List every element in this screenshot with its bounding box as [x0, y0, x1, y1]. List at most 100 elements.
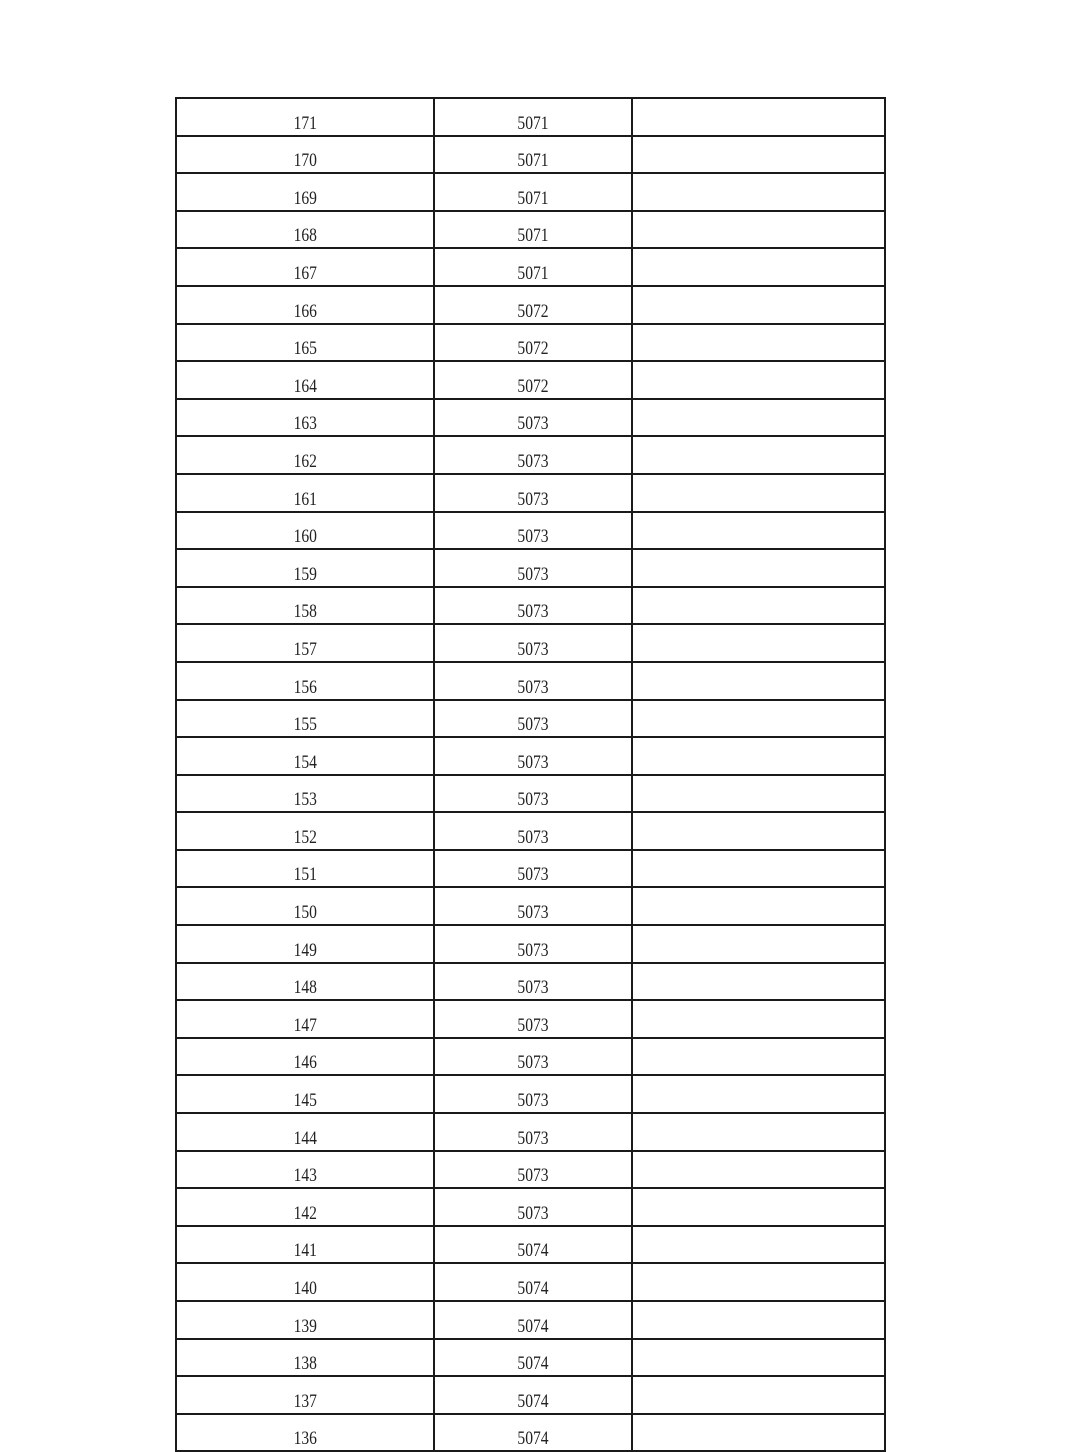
score-cell: 152 — [175, 811, 435, 851]
table-row: 138 5074 — [175, 1337, 886, 1378]
rank-cell-text: 5073 — [517, 601, 549, 623]
table-row: 140 5074 — [175, 1262, 886, 1302]
rank-cell: 5071 — [433, 247, 633, 287]
rank-cell-text: 5073 — [517, 1090, 549, 1112]
score-cell: 155 — [175, 698, 435, 739]
score-cell-text: 160 — [293, 526, 317, 548]
score-cell-text: 161 — [293, 488, 317, 510]
note-cell — [631, 209, 886, 250]
rank-cell-text: 5073 — [517, 526, 549, 548]
note-cell — [631, 134, 886, 175]
rank-cell: 5073 — [433, 736, 633, 776]
note-cell — [631, 284, 886, 325]
rank-cell-text: 5073 — [517, 413, 549, 435]
score-cell-text: 150 — [293, 902, 317, 924]
score-cell-text: 158 — [293, 601, 317, 623]
score-cell: 170 — [175, 134, 435, 175]
score-cell-text: 137 — [293, 1390, 317, 1412]
rank-cell: 5073 — [433, 886, 633, 927]
table-row: 151 5073 — [175, 848, 886, 889]
rank-cell-text: 5073 — [517, 977, 549, 999]
rank-cell-text: 5073 — [517, 751, 549, 773]
table-row: 143 5073 — [175, 1149, 886, 1190]
score-cell-text: 152 — [293, 826, 317, 848]
rank-cell: 5071 — [433, 97, 633, 137]
score-cell-text: 167 — [293, 262, 317, 284]
note-cell — [631, 1074, 886, 1115]
score-cell: 136 — [175, 1412, 435, 1452]
table-row: 169 5071 — [175, 172, 886, 212]
note-cell — [631, 698, 886, 739]
note-cell — [631, 1149, 886, 1190]
rank-cell-text: 5072 — [517, 338, 549, 360]
table-row: 149 5073 — [175, 924, 886, 964]
rank-cell: 5073 — [433, 773, 633, 814]
rank-cell-text: 5071 — [517, 150, 549, 172]
table-row: 167 5071 — [175, 247, 886, 287]
score-cell: 154 — [175, 736, 435, 776]
table-row: 136 5074 — [175, 1412, 886, 1452]
rank-cell-text: 5071 — [517, 262, 549, 284]
score-cell-text: 143 — [293, 1165, 317, 1187]
table-row: 157 5073 — [175, 623, 886, 663]
score-cell-text: 163 — [293, 413, 317, 435]
table-row: 158 5073 — [175, 585, 886, 626]
note-cell — [631, 397, 886, 438]
note-cell — [631, 360, 886, 400]
rank-cell: 5073 — [433, 623, 633, 663]
note-cell — [631, 736, 886, 776]
table-row: 141 5074 — [175, 1224, 886, 1265]
rank-cell-text: 5073 — [517, 714, 549, 736]
score-cell: 137 — [175, 1375, 435, 1415]
note-cell — [631, 773, 886, 814]
score-cell-text: 170 — [293, 150, 317, 172]
note-cell — [631, 811, 886, 851]
rank-cell: 5073 — [433, 1074, 633, 1115]
rank-cell: 5073 — [433, 698, 633, 739]
score-cell-text: 154 — [293, 751, 317, 773]
note-cell — [631, 1036, 886, 1077]
score-cell: 140 — [175, 1262, 435, 1302]
score-cell: 144 — [175, 1112, 435, 1152]
table-row: 171 5071 — [175, 97, 886, 137]
score-cell-text: 145 — [293, 1090, 317, 1112]
score-cell-text: 169 — [293, 187, 317, 209]
score-cell: 153 — [175, 773, 435, 814]
table-row: 155 5073 — [175, 698, 886, 739]
score-cell: 169 — [175, 172, 435, 212]
rank-cell-text: 5074 — [517, 1240, 549, 1262]
rank-cell-text: 5073 — [517, 1127, 549, 1149]
note-cell — [631, 472, 886, 513]
note-cell — [631, 97, 886, 137]
score-cell: 168 — [175, 209, 435, 250]
rank-cell: 5072 — [433, 284, 633, 325]
score-cell-text: 157 — [293, 638, 317, 660]
note-cell — [631, 510, 886, 551]
rank-cell: 5073 — [433, 1036, 633, 1077]
score-cell: 145 — [175, 1074, 435, 1115]
note-cell — [631, 435, 886, 475]
table-row: 170 5071 — [175, 134, 886, 175]
table-row: 137 5074 — [175, 1375, 886, 1415]
note-cell — [631, 1300, 886, 1340]
note-cell — [631, 585, 886, 626]
score-cell-text: 139 — [293, 1315, 317, 1337]
score-cell-text: 140 — [293, 1278, 317, 1299]
score-cell-text: 156 — [293, 676, 317, 698]
score-cell-text: 159 — [293, 563, 317, 585]
score-cell: 147 — [175, 999, 435, 1039]
score-cell-text: 141 — [293, 1240, 317, 1262]
note-cell — [631, 548, 886, 588]
note-cell — [631, 660, 886, 701]
score-cell-text: 165 — [293, 338, 317, 360]
score-cell-text: 153 — [293, 789, 317, 811]
rank-cell-text: 5072 — [517, 375, 549, 397]
rank-cell: 5074 — [433, 1262, 633, 1302]
rank-cell: 5074 — [433, 1224, 633, 1265]
score-cell: 146 — [175, 1036, 435, 1077]
rank-cell: 5073 — [433, 924, 633, 964]
score-cell: 156 — [175, 660, 435, 701]
rank-cell: 5074 — [433, 1375, 633, 1415]
note-cell — [631, 961, 886, 1002]
table-row: 164 5072 — [175, 360, 886, 400]
